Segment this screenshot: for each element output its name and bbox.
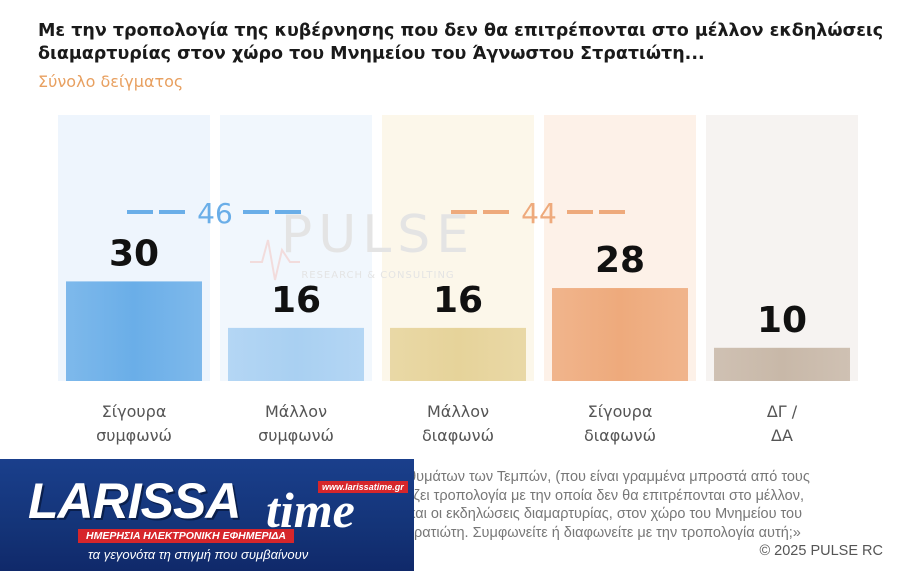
chart-title: Με την τροπολογία της κυβέρνησης που δεν…	[38, 21, 884, 64]
footnote-line: ου Στρατιώτη. Συμφωνείτε ή διαφωνείτε με…	[380, 524, 801, 541]
category-label: ΔΓ /	[767, 402, 798, 421]
category-label: Μάλλον	[265, 402, 327, 421]
pulse-watermark: PULSE RESEARCH & CONSULTING	[250, 205, 475, 281]
category-label: Μάλλον	[427, 402, 489, 421]
category-label: Σίγουρα	[102, 402, 167, 421]
category-label: Σίγουρα	[588, 402, 653, 421]
group-total-label: 46	[197, 197, 233, 230]
larissatime-logo[interactable]: LARISSA www.larissatime.gr time ΗΜΕΡΗΣΙΑ…	[0, 459, 414, 571]
watermark-tagline: RESEARCH & CONSULTING	[301, 270, 454, 281]
bar	[390, 327, 526, 381]
category-label: διαφωνώ	[422, 426, 494, 445]
bar-value-label: 10	[757, 300, 807, 341]
bar	[66, 281, 202, 381]
footnote-line: των και οι εκδηλώσεις διαμαρτυρίας, στον…	[380, 506, 803, 522]
category-label: διαφωνώ	[584, 426, 656, 445]
watermark-pulse-line	[250, 239, 300, 281]
bar-value-label: 28	[595, 240, 645, 281]
logo-name-larissa: LARISSA	[28, 473, 241, 529]
category-label: συμφωνώ	[96, 426, 172, 445]
logo-tagline: ΗΜΕΡΗΣΙΑ ΗΛΕΚΤΡΟΝΙΚΗ ΕΦΗΜΕΡΙΔΑ	[78, 529, 295, 543]
copyright-notice: © 2025 PULSE RC	[759, 543, 883, 559]
group-total-label: 44	[521, 197, 557, 230]
bar	[714, 347, 850, 381]
bar-background	[706, 115, 858, 381]
bar-chart: PULSE RESEARCH & CONSULTING 46 44 30 Σίγου…	[58, 115, 858, 445]
question-footnote: των θυμάτων των Τεμπών, (που είναι γραμμ…	[380, 468, 885, 542]
bar-value-label: 16	[271, 280, 321, 321]
bar-value-label: 16	[433, 280, 483, 321]
logo-url: www.larissatime.gr	[318, 481, 408, 493]
footnote-line: των θυμάτων των Τεμπών, (που είναι γραμμ…	[380, 469, 810, 485]
bar	[552, 288, 688, 381]
footnote-line: τοιμάζει τροπολογία με την οποία δεν θα …	[380, 487, 805, 504]
bar	[228, 327, 364, 381]
chart-subtitle: Σύνολο δείγματος	[38, 72, 184, 91]
category-label: ΔΑ	[771, 426, 793, 445]
logo-slogan: τα γεγονότα τη στιγμή που συμβαίνουν	[88, 547, 309, 562]
bar-value-label: 30	[109, 233, 159, 274]
watermark-brand: PULSE	[281, 205, 475, 265]
logo-name-time: time	[266, 482, 355, 538]
category-label: συμφωνώ	[258, 426, 334, 445]
